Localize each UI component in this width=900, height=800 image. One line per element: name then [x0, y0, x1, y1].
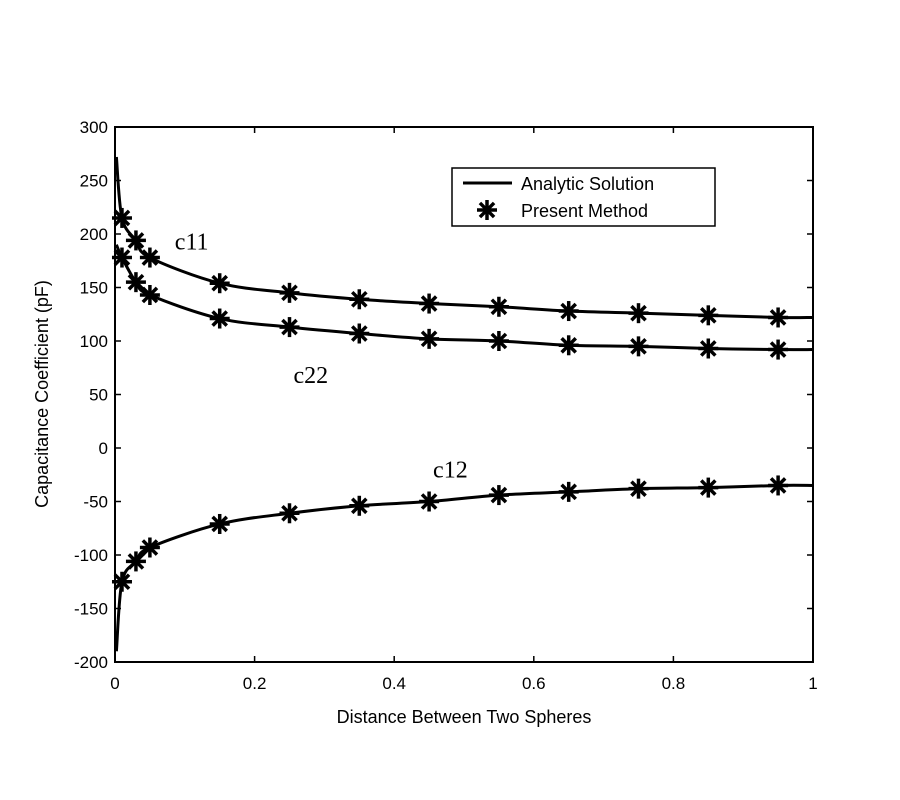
marker-c12: [558, 481, 579, 502]
legend-marker: [477, 200, 497, 220]
marker-c22: [698, 338, 719, 359]
marker-c12: [768, 475, 789, 496]
x-tick-label: 0.8: [662, 674, 686, 693]
marker-c12: [209, 513, 230, 534]
y-tick-label: -50: [83, 493, 108, 512]
x-axis-label: Distance Between Two Spheres: [337, 707, 592, 727]
legend-entry-analytic: Analytic Solution: [521, 174, 654, 194]
legend-box: [451, 167, 716, 227]
marker-c11: [488, 296, 509, 317]
x-tick-label: 0.4: [382, 674, 406, 693]
series-label-c22: c22: [293, 363, 328, 389]
marker-c22: [139, 284, 160, 305]
marker-c12: [349, 495, 370, 516]
x-tick-label: 0: [110, 674, 119, 693]
marker-c22: [488, 331, 509, 351]
marker-c22: [209, 308, 230, 329]
marker-c22: [628, 336, 649, 357]
marker-c22: [125, 272, 146, 293]
marker-c22: [279, 317, 300, 338]
marker-c11: [768, 307, 789, 328]
y-tick-label: -100: [74, 546, 108, 565]
marker-c11: [558, 301, 579, 322]
y-tick-label: 200: [80, 225, 108, 244]
marker-c11: [139, 247, 160, 268]
legend: Analytic Solution Present Method: [451, 167, 716, 227]
y-axis-label: Capacitance Coefficient (pF): [32, 280, 52, 508]
marker-c12: [488, 485, 509, 506]
marker-c11: [111, 207, 132, 228]
legend-entry-present: Present Method: [521, 201, 648, 221]
y-tick-label: 50: [89, 386, 108, 405]
series-label-c12: c12: [433, 457, 468, 483]
marker-c11: [349, 289, 370, 310]
marker-c11: [125, 230, 146, 251]
marker-c22: [419, 328, 440, 349]
marker-c12: [279, 503, 300, 524]
y-tick-label: -200: [74, 653, 108, 672]
y-tick-label: 0: [99, 439, 108, 458]
y-tick-label: -150: [74, 600, 108, 619]
y-tick-label: 150: [80, 279, 108, 298]
marker-c22: [349, 323, 370, 344]
y-tick-label: 250: [80, 172, 108, 191]
marker-c12: [139, 537, 160, 558]
curve-c22: [115, 244, 814, 352]
x-tick-label: 0.2: [243, 674, 267, 693]
y-tick-label: 300: [80, 118, 108, 137]
series-label-c11: c11: [175, 229, 209, 255]
marker-c12: [125, 551, 146, 572]
marker-c12: [698, 477, 719, 498]
marker-c12: [419, 491, 440, 512]
y-tick-label: 100: [80, 332, 108, 351]
marker-c22: [768, 339, 789, 360]
marker-c11: [419, 293, 440, 314]
marker-c12: [111, 571, 132, 592]
x-tick-label: 0.6: [522, 674, 546, 693]
marker-c11: [279, 282, 300, 303]
x-tick-label: 1: [808, 674, 817, 693]
marker-c12: [628, 478, 649, 499]
marker-c11: [698, 305, 719, 326]
marker-c11: [628, 303, 649, 324]
legend-asterisk-marker: [477, 200, 497, 220]
marker-c22: [558, 335, 579, 356]
marker-c22: [111, 247, 132, 268]
curve-c12: [114, 483, 814, 652]
marker-c11: [209, 273, 230, 294]
